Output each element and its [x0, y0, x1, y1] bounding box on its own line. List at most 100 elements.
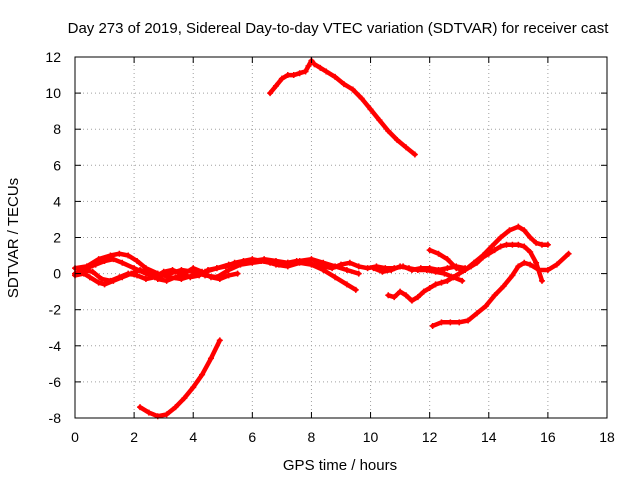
data-point	[308, 256, 315, 263]
data-point	[249, 259, 256, 266]
data-point	[533, 259, 540, 266]
data-point	[95, 279, 102, 286]
data-point	[364, 265, 371, 272]
data-point	[290, 72, 297, 79]
data-point	[444, 265, 451, 272]
data-point	[405, 265, 412, 272]
y-tick-label: 4	[53, 193, 61, 209]
data-point	[145, 409, 152, 416]
data-point	[163, 411, 170, 418]
data-point	[479, 252, 486, 259]
data-point	[426, 247, 433, 254]
data-point	[83, 265, 90, 272]
data-point	[376, 117, 383, 124]
y-tick-label: 2	[53, 230, 61, 246]
data-point	[343, 266, 350, 273]
data-point	[509, 272, 516, 279]
data-point	[98, 276, 105, 283]
data-point	[403, 144, 410, 151]
data-point	[379, 268, 386, 275]
data-point	[234, 270, 241, 277]
data-point	[320, 259, 327, 266]
data-point	[119, 259, 126, 266]
data-point	[450, 274, 457, 281]
data-point	[441, 270, 448, 277]
series-line	[427, 224, 551, 273]
data-point	[267, 90, 274, 97]
data-point	[456, 319, 463, 326]
data-point	[432, 281, 439, 288]
series-track-8	[426, 223, 551, 273]
data-point	[302, 68, 309, 75]
data-point	[438, 319, 445, 326]
data-point	[323, 68, 330, 75]
data-point	[491, 292, 498, 299]
data-point	[178, 266, 185, 273]
data-point	[272, 82, 279, 89]
data-point	[296, 70, 303, 77]
data-point	[553, 261, 560, 268]
data-point	[515, 241, 522, 248]
data-point	[536, 266, 543, 273]
data-point	[343, 281, 350, 288]
y-tick-label: -6	[49, 374, 62, 390]
data-point	[320, 266, 327, 273]
data-point	[261, 257, 268, 264]
data-point	[462, 266, 469, 273]
data-point	[414, 266, 421, 273]
x-tick-label: 16	[540, 429, 556, 445]
data-point	[101, 257, 108, 264]
data-point	[278, 75, 285, 82]
data-point	[349, 86, 356, 93]
series-track-9	[429, 250, 572, 329]
data-point	[352, 286, 359, 293]
data-point	[367, 106, 374, 113]
y-tick-label: -8	[49, 410, 62, 426]
data-point	[110, 256, 117, 263]
data-point	[116, 250, 123, 257]
data-point	[426, 285, 433, 292]
data-point	[429, 322, 436, 329]
data-point	[394, 137, 401, 144]
data-point	[403, 292, 410, 299]
data-point	[506, 227, 513, 234]
data-point	[128, 270, 135, 277]
data-point	[411, 151, 418, 158]
data-point	[435, 250, 442, 257]
data-point	[456, 270, 463, 277]
data-point	[172, 274, 179, 281]
data-point	[172, 404, 179, 411]
plot-area	[72, 57, 572, 420]
data-point	[391, 294, 398, 301]
data-point	[544, 241, 551, 248]
data-point	[119, 274, 126, 281]
data-point	[340, 81, 347, 88]
data-point	[332, 73, 339, 80]
data-point	[397, 263, 404, 270]
x-axis-label: GPS time / hours	[283, 457, 397, 474]
data-point	[385, 292, 392, 299]
data-point	[284, 263, 291, 270]
data-point	[385, 128, 392, 135]
data-point	[438, 279, 445, 286]
data-point	[420, 288, 427, 295]
data-point	[125, 252, 132, 259]
data-point	[225, 261, 232, 268]
data-point	[311, 61, 318, 68]
data-point	[346, 259, 353, 266]
data-point	[86, 274, 93, 281]
data-point	[137, 404, 144, 411]
y-tick-label: 6	[53, 157, 61, 173]
y-tick-label: -2	[49, 302, 62, 318]
data-point	[207, 355, 214, 362]
data-point	[272, 261, 279, 268]
data-point	[199, 371, 206, 378]
data-point	[497, 243, 504, 250]
series-track-5	[267, 57, 418, 158]
data-point	[527, 248, 534, 255]
data-point	[358, 95, 365, 102]
chart-title: Day 273 of 2019, Sidereal Day-to-day VTE…	[68, 20, 610, 37]
series-track-4	[72, 265, 241, 288]
x-tick-label: 4	[189, 429, 197, 445]
data-point	[332, 263, 339, 270]
